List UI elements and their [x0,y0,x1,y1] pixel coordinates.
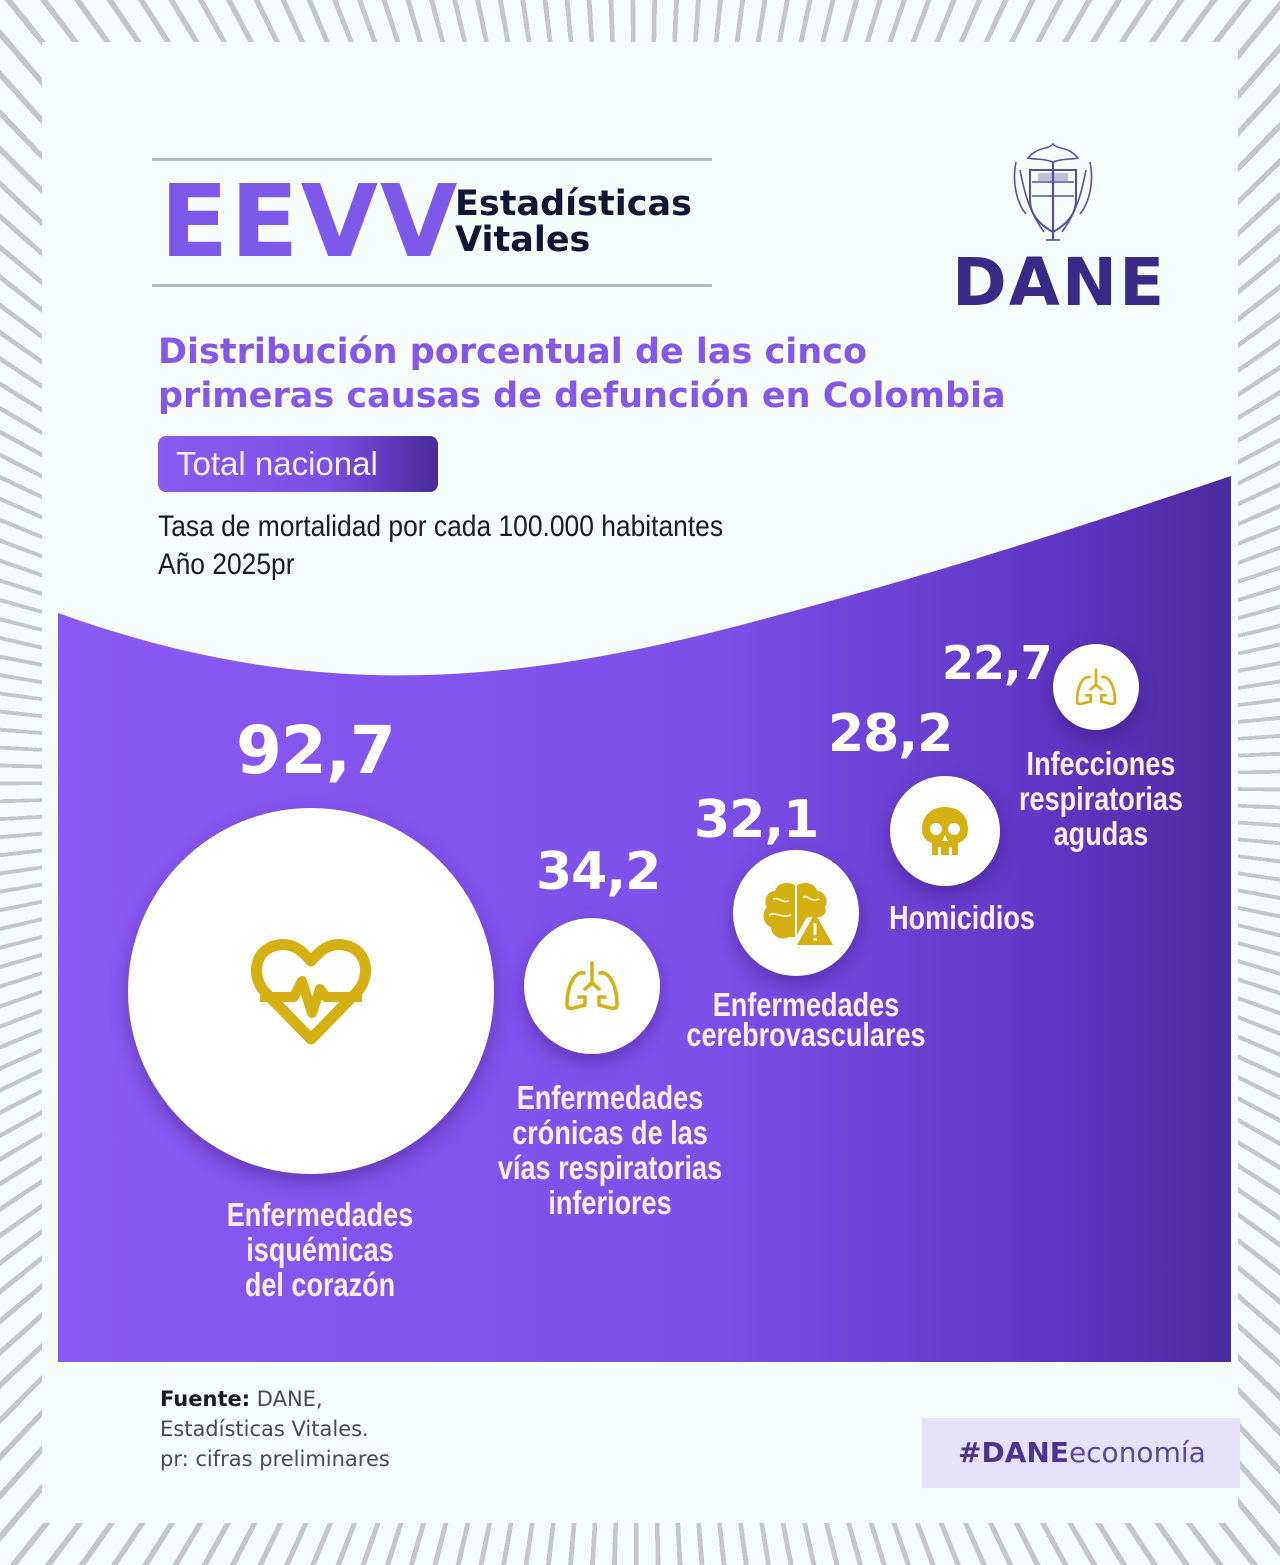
heart-pulse-icon [251,939,371,1045]
label-chronic-respiratory: Enfermedades crónicas de las vías respir… [487,1080,733,1220]
header-rule-bottom [152,284,712,287]
title-line-1: Distribución porcentual de las cinco [158,332,868,372]
dane-logo-text: DANE [952,244,1167,321]
value-acute-respiratory: 22,7 [942,636,1052,690]
bubble-homicides [890,776,1000,886]
label-line: Enfermedades [226,1196,414,1233]
chart-title: Distribución porcentual de las cinco pri… [158,330,1078,418]
bubble-cerebrovascular [733,850,859,976]
header-rule-top [152,158,712,161]
value-chronic-respiratory: 34,2 [536,842,661,902]
label-line: vías respiratorias [497,1149,723,1186]
label-line: agudas [1053,815,1149,852]
label-line: crónicas de las [512,1114,708,1151]
value-cerebrovascular: 32,1 [694,790,819,850]
label-homicides: Homicidios [839,900,1085,935]
eevv-subtitle: Estadísticas Vitales [455,186,692,258]
label-line: Enfermedades [712,986,900,1023]
label-line: cerebrovasculares [686,1016,926,1053]
label-ischemic-heart: Enfermedades isquémicas del corazón [197,1197,443,1302]
title-line-2: primeras causas de defunción en Colombia [158,376,1006,416]
bubble-ischemic-heart [128,808,494,1174]
label-line: respiratorias [1019,780,1183,817]
label-line: isquémicas [246,1231,394,1268]
source-line-2: Estadísticas Vitales. [160,1417,369,1441]
lungs-icon [1075,668,1117,706]
label-line: Homicidios [889,899,1035,936]
hashtag-bold: #DANE [958,1436,1069,1469]
label-cerebrovascular: Enfermedades cerebrovasculares [683,986,929,1053]
label-line: del corazón [244,1266,396,1303]
hashtag-banner: #DANEeconomía [922,1418,1240,1488]
preliminary-note: pr: cifras preliminares [160,1447,390,1471]
source-value: DANE, [250,1387,323,1411]
value-homicides: 28,2 [828,704,953,764]
subtitle-line-2: Vitales [455,220,591,260]
total-nacional-badge: Total nacional [158,436,438,492]
bubble-acute-respiratory [1053,644,1139,730]
label-line: Infecciones [1026,745,1176,782]
subtitle-line-1: Estadísticas [455,184,692,224]
metric-line-1: Tasa de mortalidad por cada 100.000 habi… [158,510,724,543]
lungs-icon [565,961,619,1011]
metric-year: Año 2025pr [158,548,295,581]
eevv-acronym: EEVV [160,163,460,280]
source-label: Fuente: [160,1387,251,1411]
metric-description: Tasa de mortalidad por cada 100.000 habi… [158,508,723,584]
hashtag-rest: economía [1068,1436,1206,1469]
brain-warning-icon [763,883,833,945]
colombia-coat-of-arms-icon [1013,142,1093,241]
label-acute-respiratory: Infecciones respiratorias agudas [982,746,1220,851]
skull-icon [922,807,968,855]
source-note: Fuente: DANE, Estadísticas Vitales. pr: … [160,1384,390,1474]
label-line: Enfermedades [516,1079,704,1116]
label-line: inferiores [548,1184,672,1221]
source-line: Fuente: DANE, [160,1384,390,1414]
bubble-chronic-respiratory [524,918,660,1054]
value-ischemic-heart: 92,7 [236,712,396,789]
